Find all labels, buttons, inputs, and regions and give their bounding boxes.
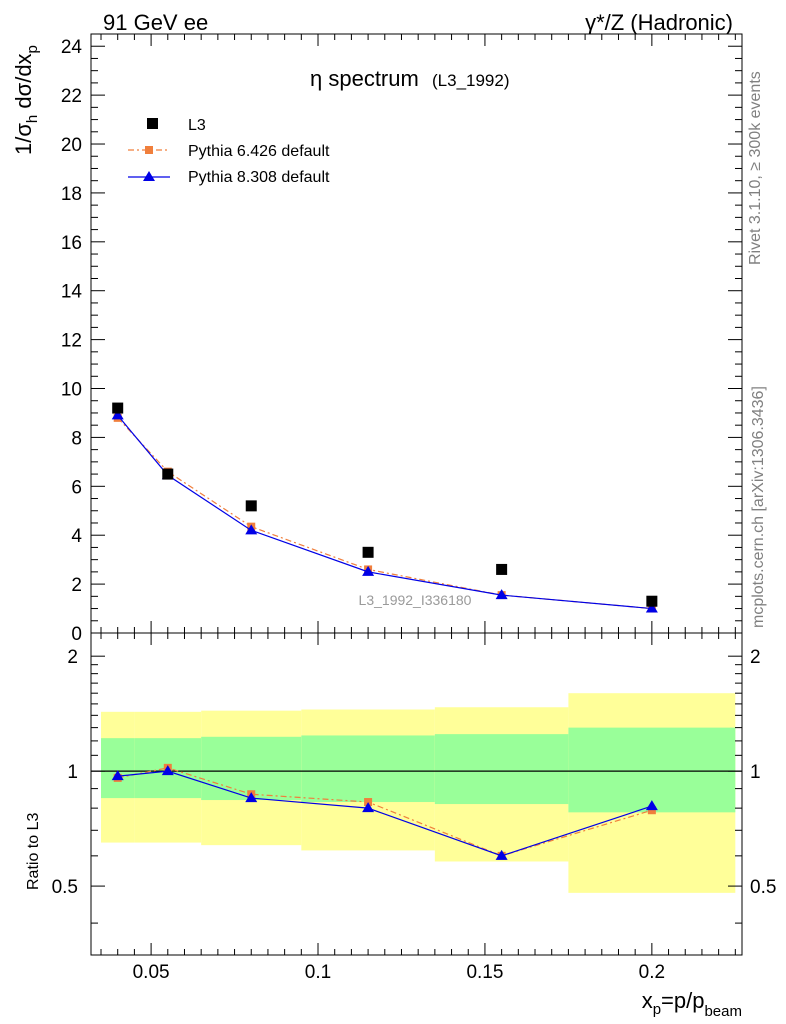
legend-marker-l3 [147,118,158,129]
legend-label-pythia6: Pythia 6.426 default [188,143,330,160]
y-tick-label: 18 [61,184,82,205]
pythia8-ratio-point [245,792,258,803]
legend-label-l3: L3 [188,117,206,134]
ratio-bands [101,693,736,893]
l3-data-point [646,595,658,607]
l3-data-point [362,546,374,558]
inner-band-bin [201,736,302,801]
pythia8-point [111,409,124,420]
series-layer [111,402,658,860]
inner-band-bin [101,738,135,799]
ratio-tick-label-right: 0.5 [750,877,776,898]
ratio-line-pythia8 [117,770,653,857]
x-tick-label: 0.1 [305,962,331,983]
energy-label: 91 GeV ee [103,10,208,35]
pythia8-point [495,589,508,600]
mcplots-label: mcplots.cern.ch [arXiv:1306.3436] [750,386,767,628]
y-tick-label: 2 [71,575,82,596]
main-line-pythia6 [117,417,652,610]
ratio-frame [90,632,743,956]
legend: L3 Pythia 6.426 default Pythia 8.308 def… [128,117,330,186]
legend-marker-pythia6 [145,146,153,154]
l3-data-point [496,563,508,575]
y-axis-label: 1/σh dσ/dxp [11,45,41,155]
y-tick-label: 16 [61,233,82,254]
l3-data-point [112,402,124,414]
y-tick-label: 6 [71,477,82,498]
y-tick-label: 24 [61,37,83,58]
y-tick-label: 14 [61,282,83,303]
x-tick-label: 0.05 [133,962,170,983]
y-tick-label: 10 [61,380,82,401]
ratio-tick-label-left: 1 [67,762,78,783]
y-tick-label: 4 [71,526,82,547]
pythia8-ratio-point [645,800,658,811]
chart-subtitle: (L3_1992) [432,71,510,90]
pythia8-point [645,602,658,613]
ratio-tick-label-right: 1 [750,762,761,783]
pythia8-ratio-point [495,849,508,860]
x-axis-label: xp=p/pbeam [642,988,742,1020]
analysis-watermark: L3_1992_I336180 [359,592,472,608]
inner-band-bin [568,727,736,813]
l3-data-point [162,468,174,480]
pythia6-ratio-point [647,806,656,815]
rivet-label: Rivet 3.1.10, ≥ 300k events [747,71,764,265]
chart-title: η spectrum [310,66,419,91]
process-label: γ*/Z (Hadronic) [585,10,733,35]
pythia8-ratio-point [362,802,375,813]
pythia8-point [362,565,375,576]
y-tick-label: 0 [71,624,82,645]
pythia8-ratio-point [111,770,124,781]
ratio-line-pythia6 [117,767,653,857]
ratio-tick-label-left: 0.5 [52,877,78,898]
y-tick-label: 8 [71,428,82,449]
main-line-pythia8 [117,415,652,610]
x-tick-label: 0.2 [639,962,665,983]
y-tick-label: 22 [61,86,82,107]
legend-marker-pythia8 [143,171,155,181]
pythia6-ratio-point [364,798,373,807]
ratio-tick-label-left: 2 [67,647,78,668]
pythia8-ratio-point [161,765,174,776]
ratio-tick-label-right: 2 [750,647,761,668]
pythia8-point [245,524,258,535]
ratio-y-axis-label: Ratio to L3 [25,813,42,890]
legend-label-pythia8: Pythia 8.308 default [188,169,330,186]
l3-data-point [245,500,257,512]
inner-band-bin [301,735,435,803]
x-tick-label: 0.15 [466,962,503,983]
y-tick-label: 20 [61,135,82,156]
inner-band-bin [434,734,569,805]
y-tick-label: 12 [61,331,82,352]
